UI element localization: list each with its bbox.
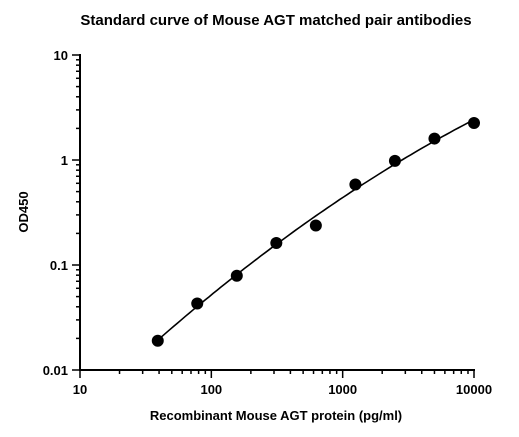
y-tick-label: 0.01	[43, 363, 68, 378]
x-axis-label: Recombinant Mouse AGT protein (pg/ml)	[150, 408, 402, 423]
data-point	[191, 297, 204, 310]
x-tick-label: 10	[73, 382, 87, 397]
y-tick-label: 10	[54, 48, 68, 63]
data-point	[230, 269, 243, 282]
data-point	[270, 237, 283, 250]
data-point	[309, 219, 322, 232]
y-axis-label: OD450	[16, 191, 31, 232]
x-tick-label: 10000	[456, 382, 492, 397]
y-tick-label: 1	[61, 153, 68, 168]
x-tick-label: 1000	[328, 382, 357, 397]
y-tick-label: 0.1	[50, 258, 68, 273]
plot-area: 0.01 0.1 1 10 10 100 1000 10000	[43, 48, 492, 397]
fit-curve	[157, 118, 475, 341]
data-point	[151, 334, 164, 347]
data-point	[349, 178, 362, 191]
chart-title: Standard curve of Mouse AGT matched pair…	[80, 12, 471, 29]
data-point	[468, 117, 480, 130]
data-point	[388, 154, 401, 167]
data-point	[428, 132, 441, 145]
x-tick-label: 100	[200, 382, 222, 397]
